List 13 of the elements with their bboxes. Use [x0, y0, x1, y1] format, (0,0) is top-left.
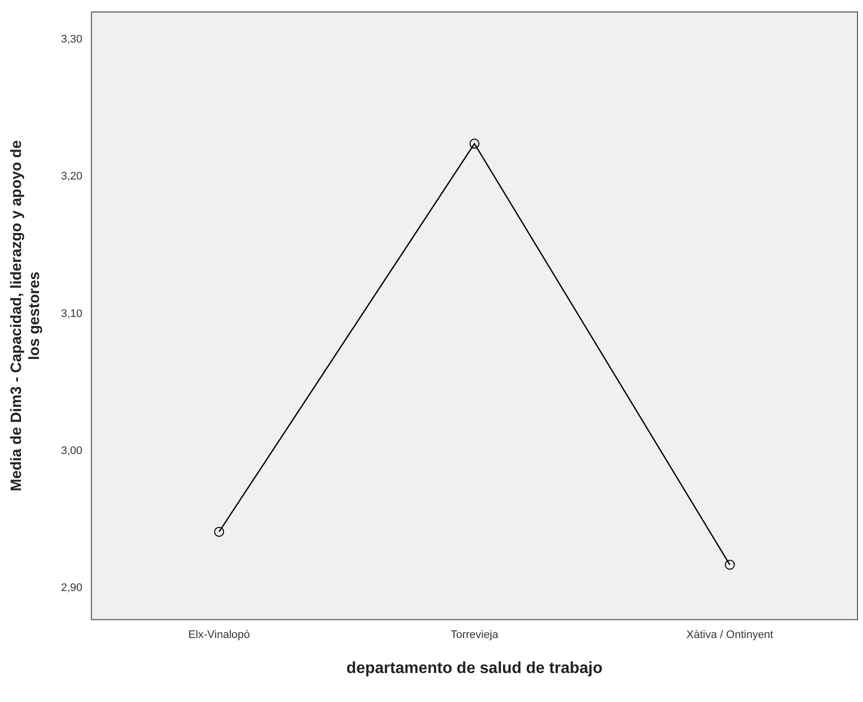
- point: [469, 138, 480, 149]
- x-axis-title: departamento de salud de trabajo: [346, 660, 603, 677]
- y-tick-label: 2,90: [60, 582, 82, 594]
- x-tick-label: Xàtiva / Ontinyent: [686, 629, 774, 642]
- x-tick-label: Elx-Vinalopó: [188, 629, 250, 642]
- point: [724, 560, 735, 570]
- y-axis-title: Media de Dim3 - Capacidad, liderazgo y apoyo de los gestores: [8, 140, 44, 492]
- y-tick-label: 3,20: [60, 170, 82, 183]
- x-tick-label: Torrevieja: [450, 629, 500, 642]
- y-tick-label: 3,30: [60, 33, 82, 46]
- point: [214, 526, 224, 537]
- y-tick-label: 3,00: [60, 444, 82, 457]
- y-tick-label: 3,10: [60, 308, 82, 320]
